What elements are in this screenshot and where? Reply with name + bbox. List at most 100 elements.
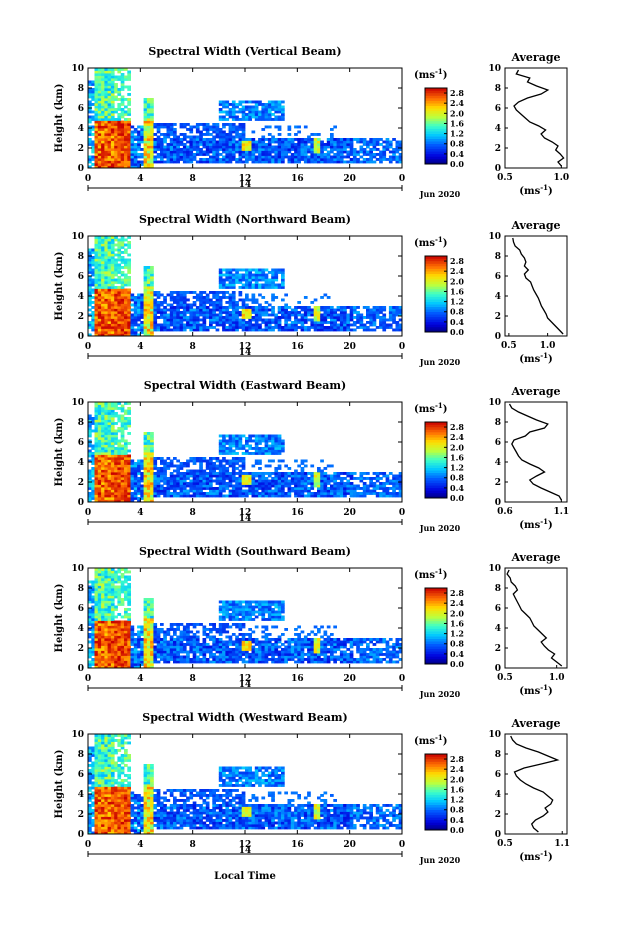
colorbar-segment bbox=[425, 291, 447, 294]
heatmap-cell bbox=[235, 457, 239, 460]
heatmap-cell bbox=[167, 153, 171, 156]
heatmap-cell bbox=[150, 467, 154, 470]
heatmap-cell bbox=[88, 133, 92, 136]
heatmap-cell bbox=[95, 487, 99, 490]
colorbar-tick-label: 2.0 bbox=[450, 108, 464, 118]
heatmap-cell bbox=[346, 319, 350, 322]
heatmap-cell bbox=[297, 151, 301, 154]
heatmap-cell bbox=[219, 467, 223, 470]
heatmap-cell bbox=[121, 304, 125, 307]
heatmap-cell bbox=[160, 141, 164, 144]
heatmap-cell bbox=[271, 113, 275, 116]
heatmap-cell bbox=[150, 136, 154, 139]
heatmap-cell bbox=[91, 631, 95, 634]
heatmap-cell bbox=[392, 477, 396, 480]
heatmap-cell bbox=[111, 254, 115, 257]
heatmap-cell bbox=[261, 153, 265, 156]
heatmap-cell bbox=[173, 495, 177, 498]
heatmap-cell bbox=[117, 103, 121, 106]
heatmap-cell bbox=[265, 309, 269, 312]
heatmap-cell bbox=[212, 480, 216, 483]
heatmap-cell bbox=[271, 485, 275, 488]
heatmap-cell bbox=[114, 490, 118, 493]
heatmap-cell bbox=[373, 143, 377, 146]
heatmap-cell bbox=[88, 83, 92, 86]
heatmap-cell bbox=[261, 136, 265, 139]
heatmap-cell bbox=[88, 427, 92, 430]
heatmap-cell bbox=[180, 490, 184, 493]
heatmap-cell bbox=[353, 151, 357, 154]
heatmap-cell bbox=[212, 123, 216, 126]
average-y-tick-label: 4 bbox=[495, 292, 501, 302]
heatmap-cell bbox=[297, 314, 301, 317]
heatmap-cell bbox=[150, 146, 154, 149]
heatmap-cell bbox=[317, 467, 321, 470]
heatmap-cell bbox=[245, 156, 249, 159]
heatmap-cell bbox=[114, 286, 118, 289]
heatmap-cell bbox=[340, 482, 344, 485]
heatmap-cell bbox=[163, 465, 167, 468]
heatmap-cell bbox=[189, 309, 193, 312]
heatmap-cell bbox=[379, 161, 383, 164]
heatmap-cell bbox=[258, 161, 262, 164]
heatmap-cell bbox=[232, 113, 236, 116]
heatmap-cell bbox=[98, 296, 102, 299]
heatmap-cell bbox=[91, 251, 95, 254]
heatmap-cell bbox=[131, 133, 135, 136]
heatmap-cell bbox=[176, 299, 180, 302]
heatmap-cell bbox=[252, 319, 256, 322]
heatmap-cell bbox=[108, 71, 112, 74]
heatmap-cell bbox=[255, 475, 259, 478]
heatmap-cell bbox=[271, 161, 275, 164]
heatmap-cell bbox=[232, 156, 236, 159]
heatmap-cell bbox=[111, 425, 115, 428]
heatmap-cell bbox=[232, 158, 236, 161]
heatmap-cell bbox=[229, 136, 233, 139]
colorbar-segment bbox=[425, 146, 447, 149]
heatmap-cell bbox=[261, 128, 265, 131]
heatmap-cell bbox=[261, 450, 265, 453]
heatmap-cell bbox=[180, 294, 184, 297]
heatmap-cell bbox=[222, 138, 226, 141]
heatmap-cell bbox=[219, 319, 223, 322]
heatmap-cell bbox=[350, 319, 354, 322]
heatmap-cell bbox=[258, 158, 262, 161]
heatmap-cell bbox=[255, 485, 259, 488]
heatmap-cell bbox=[268, 452, 272, 455]
heatmap-cell bbox=[127, 88, 131, 91]
heatmap-cell bbox=[108, 78, 112, 81]
heatmap-cell bbox=[271, 311, 275, 314]
heatmap-cell bbox=[111, 279, 115, 282]
heatmap-cell bbox=[101, 76, 105, 79]
heatmap-cell bbox=[297, 311, 301, 314]
heatmap-cell bbox=[193, 321, 197, 324]
heatmap-cell bbox=[98, 472, 102, 475]
heatmap-cell bbox=[199, 457, 203, 460]
heatmap-cell bbox=[356, 477, 360, 480]
heatmap-cell bbox=[255, 447, 259, 450]
heatmap-cell bbox=[173, 138, 177, 141]
heatmap-cell bbox=[196, 306, 200, 309]
heatmap-cell bbox=[127, 259, 131, 262]
heatmap-cell bbox=[121, 291, 125, 294]
heatmap-cell bbox=[212, 306, 216, 309]
heatmap-cell bbox=[137, 131, 141, 134]
heatmap-cell bbox=[324, 326, 328, 329]
heatmap-cell bbox=[255, 284, 259, 287]
heatmap-cell bbox=[101, 108, 105, 111]
heatmap-cell bbox=[117, 319, 121, 322]
heatmap-cell bbox=[163, 470, 167, 473]
heatmap-cell bbox=[98, 241, 102, 244]
heatmap-cell bbox=[363, 485, 367, 488]
average-y-tick-label: 10 bbox=[488, 398, 501, 408]
heatmap-cell bbox=[127, 490, 131, 493]
heatmap-cell bbox=[114, 457, 118, 460]
heatmap-cell bbox=[131, 304, 135, 307]
heatmap-cell bbox=[209, 304, 213, 307]
heatmap-cell bbox=[108, 261, 112, 264]
heatmap-cell bbox=[239, 472, 243, 475]
heatmap-cell bbox=[98, 121, 102, 124]
heatmap-cell bbox=[140, 485, 144, 488]
heatmap-cell bbox=[255, 490, 259, 493]
heatmap-cell bbox=[281, 311, 285, 314]
